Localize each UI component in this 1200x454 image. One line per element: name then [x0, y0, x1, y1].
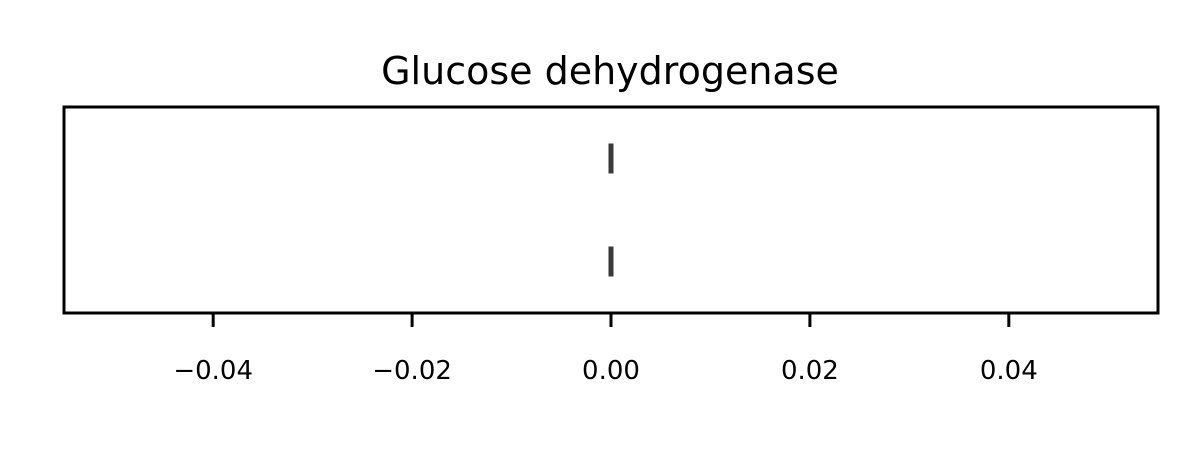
x-tick-label: 0.04: [980, 356, 1038, 386]
x-axis: −0.04 −0.02 0.00 0.02 0.04: [173, 313, 1038, 386]
x-tick-label: −0.04: [173, 356, 253, 386]
x-tick-label: 0.02: [781, 356, 839, 386]
chart-title: Glucose dehydrogenase: [381, 49, 839, 93]
x-tick-label: 0.00: [582, 356, 640, 386]
x-tick-label: −0.02: [372, 356, 452, 386]
plot-frame: [62, 105, 1160, 315]
